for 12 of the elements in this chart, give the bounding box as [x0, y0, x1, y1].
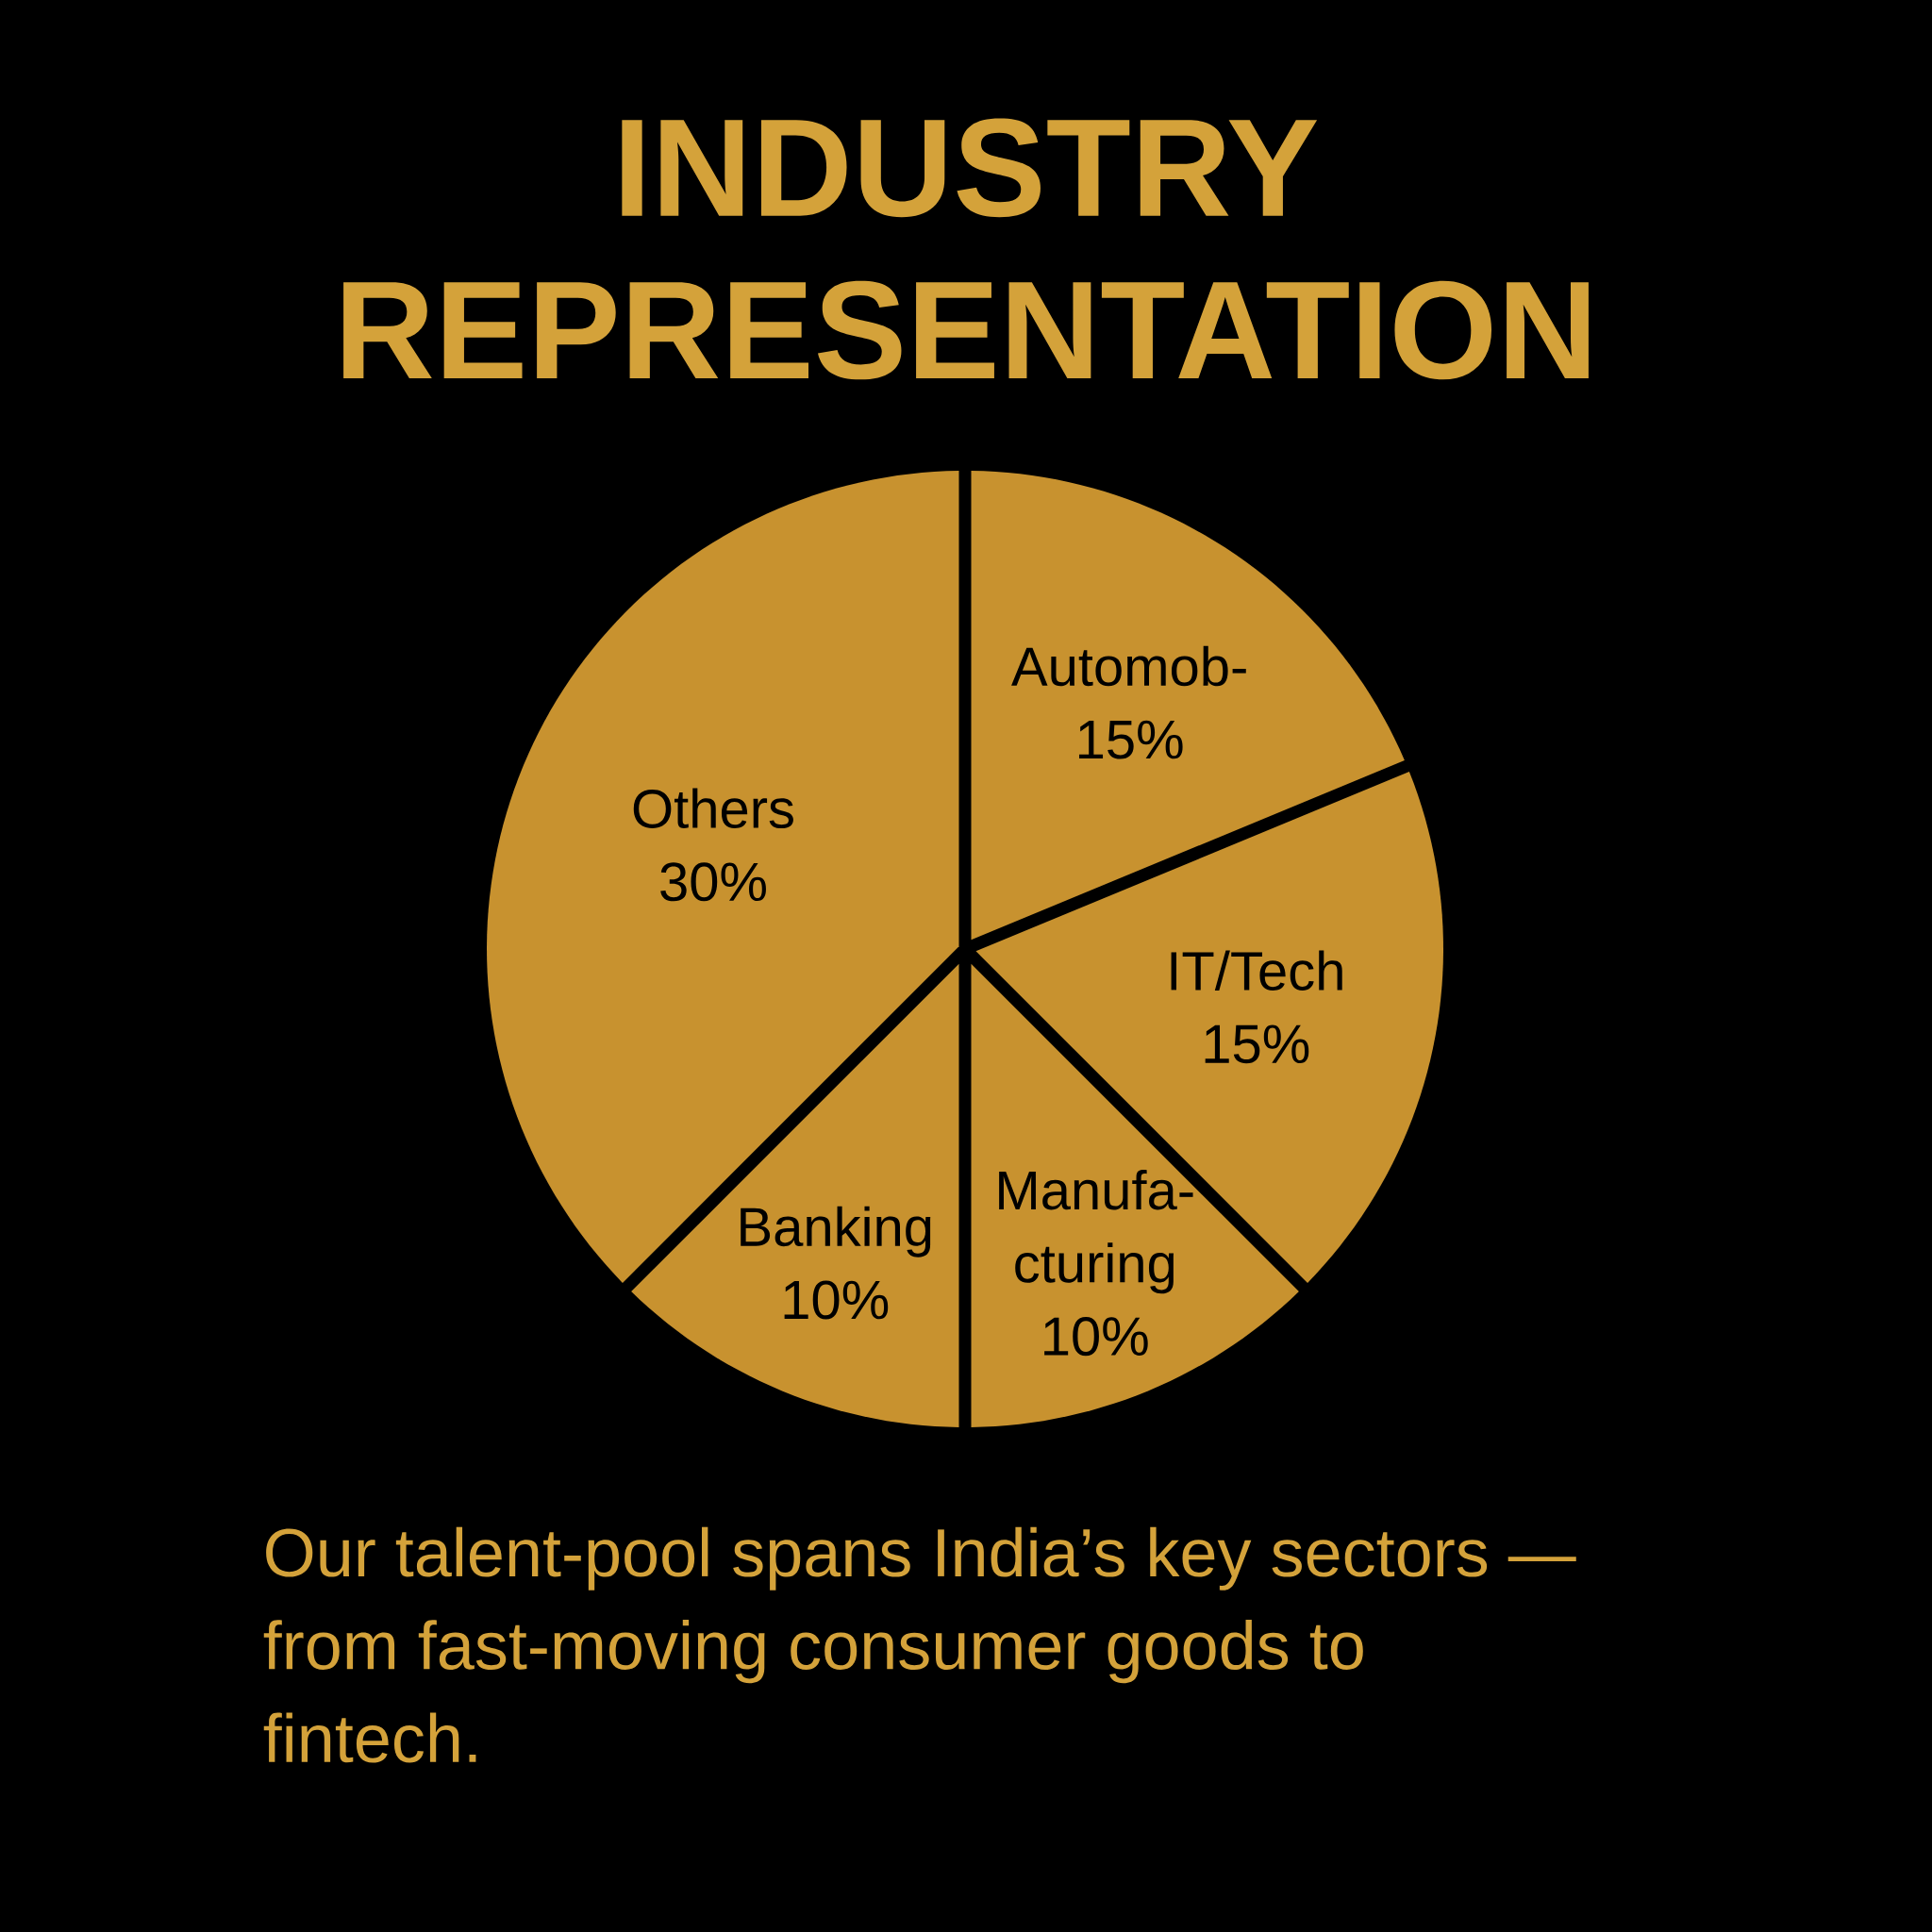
- slice-label: Banking: [741, 1206, 931, 1257]
- slice-label: IT/Tech: [1171, 950, 1342, 991]
- slice-label: Automob-: [1011, 645, 1246, 687]
- data-label: 15%: [1079, 720, 1183, 759]
- data-label: 15%: [1205, 1024, 1309, 1064]
- data-label: 30%: [660, 862, 766, 902]
- data-label: 10%: [1044, 1317, 1148, 1357]
- text: Our talent-pool spans India’s key sectors — from fast-moving consumer goods to fintech.: [263, 1526, 1576, 1763]
- slice-label: Others: [633, 788, 793, 829]
- data-label: 10%: [784, 1280, 889, 1320]
- chart-title: INDUSTRY REPRESENTATION: [343, 118, 1589, 380]
- slice-label: Manufa-cturing: [999, 1169, 1193, 1294]
